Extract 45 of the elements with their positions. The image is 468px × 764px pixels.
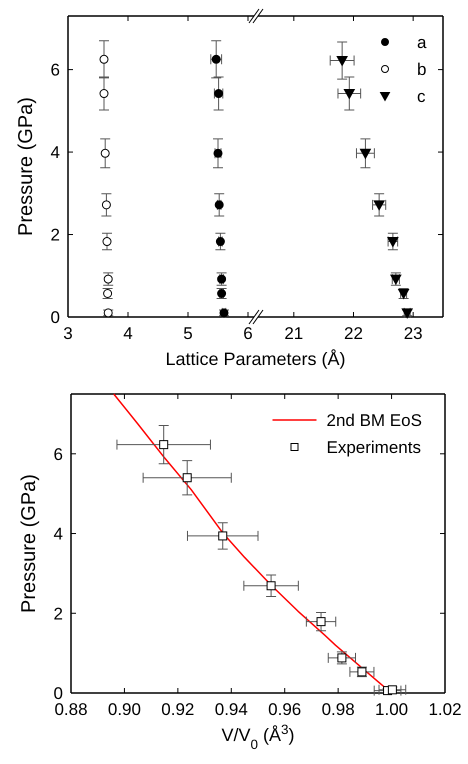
point [159, 440, 168, 450]
y-tick-label: 6 [50, 60, 60, 80]
x-tick-label: 0.98 [322, 700, 355, 719]
point [218, 531, 228, 540]
point [336, 56, 348, 66]
x-tick-label: 3 [63, 324, 73, 343]
x-tick-label: 6 [243, 324, 253, 343]
x-tick-label: 4 [123, 324, 133, 343]
y-tick-label: 2 [50, 226, 60, 245]
y-tick-label: 6 [54, 444, 63, 464]
legend-label: b [417, 60, 426, 79]
x-tick-label: 0.92 [161, 700, 194, 719]
point [266, 581, 276, 590]
x-tick-label: 0.94 [214, 700, 248, 719]
y-tick-label: 0 [54, 684, 63, 703]
y-tick-label: 4 [54, 524, 63, 544]
y-tick-label: 2 [54, 604, 63, 624]
point [100, 148, 110, 158]
x-tick-label: 5 [183, 324, 193, 343]
x-tick-label: 1.00 [375, 700, 408, 719]
legend-label: Experiments [326, 438, 421, 457]
x-tick-label: 0.96 [268, 700, 302, 719]
legend-label: 2nd BM EoS [326, 411, 422, 430]
legend-label: c [417, 87, 426, 106]
legend-label: a [417, 33, 427, 52]
x-tick-label: 0.90 [108, 700, 141, 719]
point [360, 148, 371, 159]
point [344, 89, 355, 100]
x-axis-title: Lattice Parameters (Å) [165, 349, 346, 369]
y-tick-label: 0 [50, 308, 60, 327]
point [214, 200, 224, 210]
point [182, 473, 192, 482]
x-tick-label: 21 [284, 324, 304, 343]
x-tick-label: 1.02 [428, 700, 462, 719]
y-axis-title: Pressure (GPa) [18, 474, 40, 613]
point [102, 200, 111, 210]
y-tick-label: 4 [50, 143, 60, 162]
x-tick-label: 22 [344, 324, 363, 343]
y-axis-title: Pressure (GPa) [15, 97, 37, 236]
x-tick-label: 0.88 [54, 700, 88, 719]
point [100, 54, 108, 64]
x-axis-title: V/V$_{0}$ (Å$^{3}$) [221, 722, 295, 752]
point [316, 617, 326, 626]
point [100, 89, 108, 98]
x-tick-label: 23 [404, 324, 423, 343]
